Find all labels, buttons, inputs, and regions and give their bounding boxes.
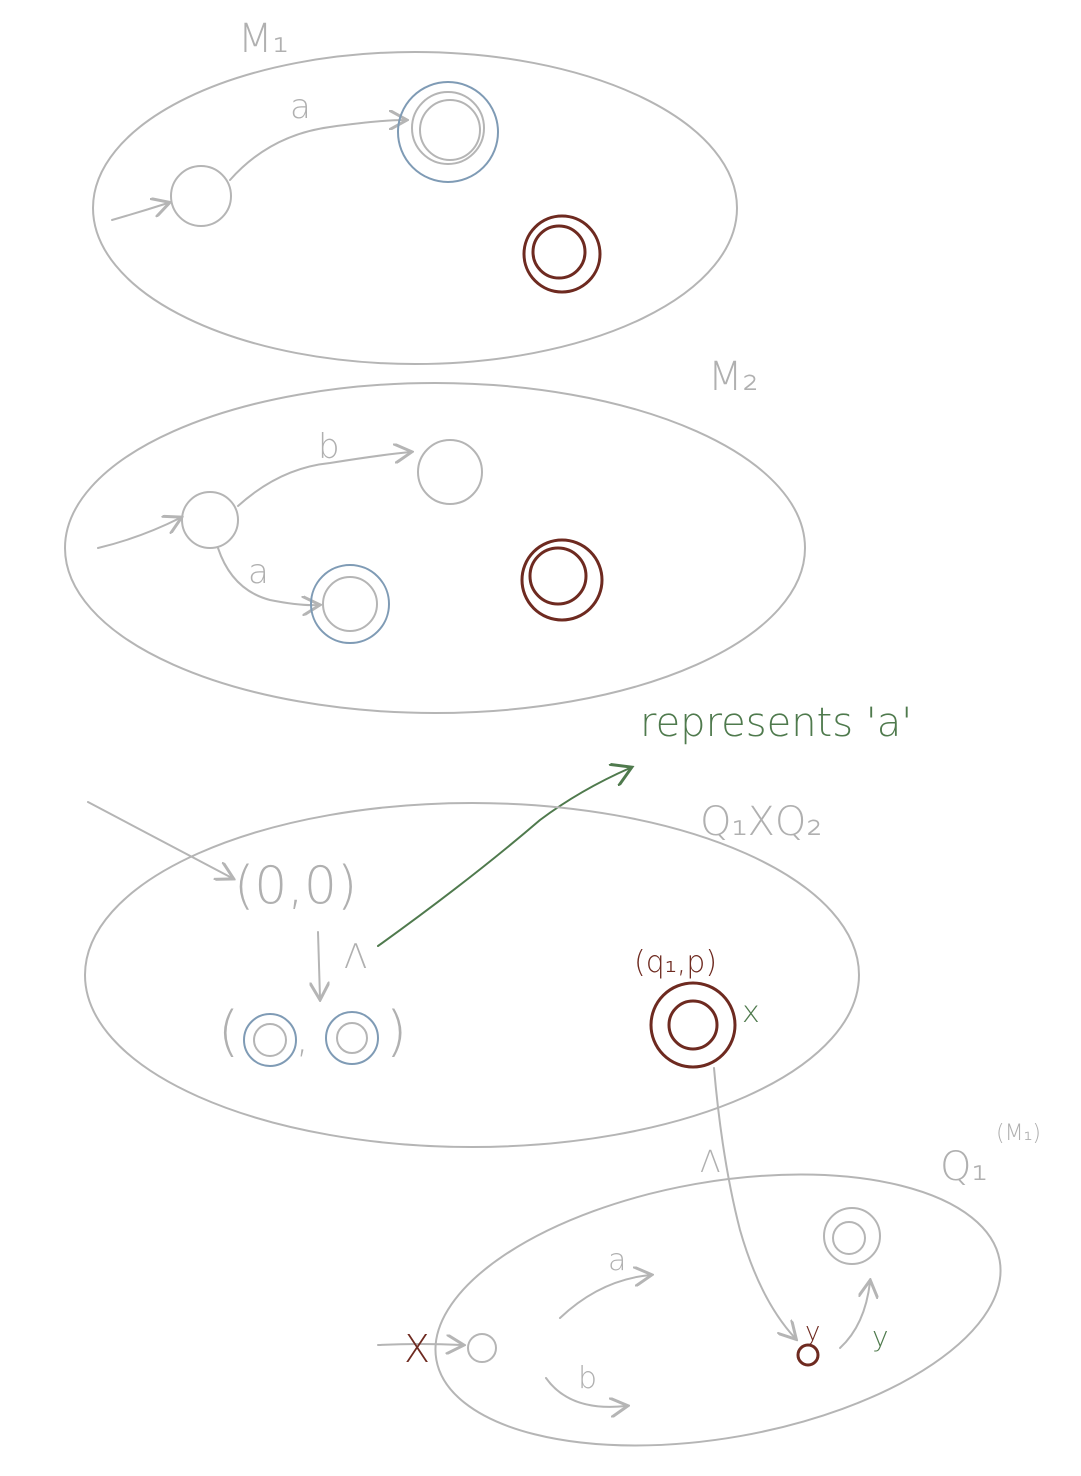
m2-accept-state	[310, 564, 390, 644]
q1-accept-state	[823, 1207, 881, 1265]
product-lambda-edge	[318, 931, 320, 998]
machine-m1: M₁ a	[92, 16, 738, 365]
product-marker-x: x	[742, 995, 760, 1030]
m1-start-state	[170, 165, 232, 227]
machine-q1: Q₁ (M₁) Λ X a b y y	[377, 1121, 1041, 1447]
q1-label: Q₁	[940, 1144, 988, 1190]
m2-start-arrow	[97, 518, 180, 549]
product-machine: Q₁XQ₂ (0,0) Λ ( , ) (q₁,p) x	[84, 799, 860, 1148]
m1-start-arrow	[111, 203, 168, 221]
m2-start-state	[181, 491, 239, 549]
q1-label-note: (M₁)	[996, 1121, 1041, 1146]
m1-boundary	[92, 51, 738, 365]
q1-lambda-label: Λ	[700, 1145, 721, 1180]
m1-accept-state	[397, 81, 499, 183]
m2-dead-state	[520, 538, 604, 622]
q1-boundary	[434, 1173, 1002, 1447]
product-start-state: (0,0)	[234, 856, 357, 916]
product-final-comma: ,	[296, 1016, 309, 1062]
m1-transition-a-edge	[229, 120, 405, 181]
m1-transition-a-label: a	[290, 87, 311, 127]
product-final-state-right	[325, 1011, 379, 1065]
product-final-pair: ( , )	[218, 1000, 407, 1067]
product-boundary	[84, 802, 860, 1148]
m2-transition-b-label: b	[318, 427, 340, 467]
product-dead-state	[649, 981, 737, 1069]
m2-transition-a-edge	[217, 547, 318, 605]
q1-transition-a-label: a	[608, 1243, 626, 1278]
q1-state-y	[796, 1343, 820, 1367]
q1-transition-a-edge	[559, 1275, 650, 1319]
m1-label: M₁	[238, 16, 289, 62]
machine-m2: M₂ b a	[64, 354, 806, 714]
projection-edge	[713, 1067, 795, 1338]
m2-label: M₂	[708, 354, 759, 400]
product-start-arrow	[87, 801, 232, 878]
annotation-arrow	[377, 768, 630, 947]
q1-transition-b-label: b	[578, 1361, 597, 1396]
m1-dead-state	[522, 214, 602, 294]
product-red-state-label: (q₁,p)	[634, 945, 717, 980]
product-lambda-label: Λ	[344, 937, 367, 977]
annotation-text: represents 'a'	[640, 700, 912, 746]
q1-transition-y-label: y	[872, 1320, 889, 1353]
product-final-close-paren: )	[386, 1000, 407, 1063]
q1-start-state	[467, 1333, 497, 1363]
m2-state-b	[417, 439, 483, 505]
q1-transition-y-edge	[839, 1282, 870, 1349]
q1-start-arrow	[377, 1344, 462, 1345]
m2-transition-b-edge	[237, 452, 410, 507]
q1-marker-x: X	[404, 1327, 430, 1371]
m2-transition-a-label: a	[248, 552, 269, 592]
m2-boundary	[64, 382, 806, 714]
product-final-open-paren: (	[218, 1000, 239, 1063]
product-final-state-left	[243, 1013, 297, 1067]
annotation: represents 'a'	[377, 700, 912, 947]
product-label: Q₁XQ₂	[700, 799, 822, 845]
q1-transition-b-edge	[545, 1377, 626, 1407]
q1-state-y-label: y	[805, 1317, 820, 1347]
